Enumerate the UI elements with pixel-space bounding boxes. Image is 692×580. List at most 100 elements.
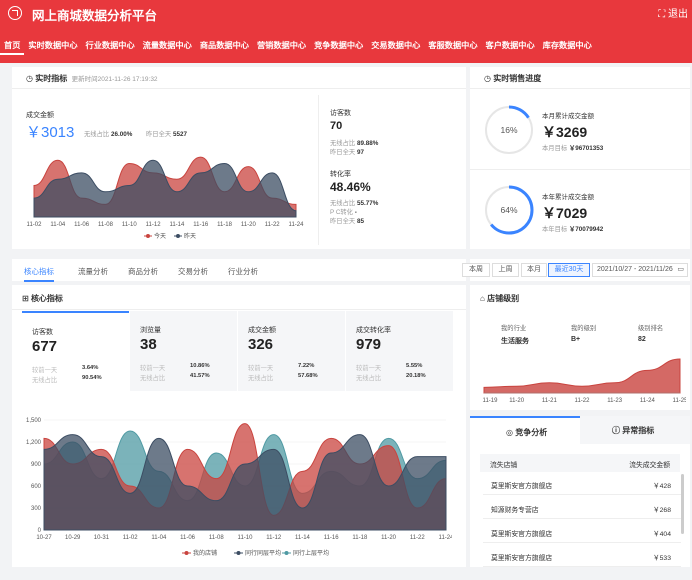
nav-item[interactable]: 竞争数据中心 [314,41,364,50]
kpi-sub-value: 5.55% [406,363,423,369]
logo-icon [8,6,22,20]
legend-dot [176,234,180,238]
month-pct: 16% [500,125,517,135]
rank-chart: 11-19 11-20 11-21 11-22 11-23 11-24 11-25 [483,358,686,404]
period-button[interactable]: 本月 [521,263,547,277]
conv-wireless: 无线占比 55.77% [330,200,379,207]
top-nav: 首页 实时数据中心 行业数据中心 流量数据中心 商品数据中心 营销数据中心 竞争数据中心 交易… [0,37,596,55]
sales-wireless: 无线占比 26.00% [84,131,133,138]
nav-item[interactable]: 行业数据中心 [85,41,135,50]
legend-label: 今天 [154,232,166,240]
nav-item[interactable]: 交易数据中心 [371,41,421,50]
shop-name: 莫里斯安官方旗舰店 [491,555,553,562]
kpi-sub-label: 无线占比 [140,375,166,382]
x-tick-label: 11-23 [607,398,623,404]
kpi-label: 浏览量 [140,327,161,334]
calendar-icon: ▭ [677,266,684,273]
conv-value: 48.46% [330,180,371,194]
x-tick-label: 11-04 [50,222,66,228]
x-tick-label: 10-31 [94,535,110,541]
kpi-sub-value: 90.54% [82,375,102,381]
x-tick-label: 11-04 [151,535,167,541]
x-tick-label: 11-19 [483,398,499,404]
kpi-sub-value: 57.68% [298,373,318,379]
nav-item[interactable]: 库存数据中心 [542,41,592,50]
shop-name: 知源财务专营店 [491,507,539,514]
nav-item[interactable]: 商品数据中心 [199,41,249,50]
legend-label: 昨天 [184,232,196,240]
visitors-value: 70 [330,120,343,132]
nav-item[interactable]: 首页 [0,37,25,55]
x-tick-label: 11-18 [352,535,368,541]
kpi-card[interactable]: 浏览量 38 较前一天 10.86% 无线占比 41.57% [130,311,237,391]
period-button[interactable]: 本周 [462,263,490,277]
y-tick-label: 900 [31,462,42,468]
kpi-card[interactable]: 访客数 677 较前一天 3.64% 无线占比 90.54% [22,311,129,391]
rank-card: ⌂ 店铺级别 我的行业 生活服务 我的级别 B+ 级别排名 82 11-19 11… [470,285,690,410]
x-tick-label: 11-06 [180,535,196,541]
kpi-card[interactable]: 成交金额 326 较前一天 7.22% 无线占比 57.68% [238,311,345,391]
progress-card: ◷ 实时销售进度 16% 本月累计成交金额 ￥3269 本月目标 ￥967013… [470,67,690,249]
x-tick-label: 11-21 [542,398,558,404]
nav-item[interactable]: 客户数据中心 [485,41,535,50]
analysis-tab[interactable]: 核心指标 [24,266,54,282]
table-row[interactable]: 知源财务专营店 ￥268 [483,497,681,519]
table-header: 流失店铺 流失成交金额 [480,454,680,472]
level-value: B+ [571,336,581,343]
y-tick-label: 300 [31,506,42,512]
x-tick-label: 11-20 [509,398,525,404]
kpi-value: 326 [248,336,274,353]
table-row[interactable]: 莫里斯安官方旗舰店 ￥533 [483,545,681,567]
legend-label: 同行上层平均 [293,549,329,557]
kpi-sub-label: 较前一天 [140,365,166,372]
kpi-sub-label: 较前一天 [356,365,382,372]
date-range-picker[interactable]: 2021/10/27 - 2021/11/26 ▭ [592,263,688,277]
nav-item[interactable]: 营销数据中心 [256,41,307,50]
kpi-sub-label: 较前一天 [248,365,274,372]
visitors-wireless: 无线占比 89.88% [330,140,379,147]
table-row[interactable]: 莫里斯安官方旗舰店 ￥428 [483,473,681,495]
period-button[interactable]: 上周 [492,263,519,277]
x-tick-label: 11-18 [217,222,233,228]
analysis-tab[interactable]: 商品分析 [128,267,158,276]
y-tick-label: 600 [31,484,42,490]
lost-amount: ￥533 [652,555,671,562]
sales-value: ￥3013 [26,124,75,141]
kpi-card[interactable]: 成交转化率 979 较前一天 5.55% 无线占比 20.18% [346,311,453,391]
lost-amount: ￥268 [652,507,671,514]
kpi-value: 979 [356,336,382,353]
analysis-tab[interactable]: 流量分析 [78,267,108,276]
year-ring: 64% [484,185,534,235]
nav-item[interactable]: 客服数据中心 [428,41,478,50]
x-tick-label: 11-08 [209,535,225,541]
period-button[interactable]: 最近30天 [548,263,590,277]
nav-item[interactable]: 实时数据中心 [28,41,78,50]
x-tick-label: 11-10 [238,535,254,541]
year-value: ￥7029 [542,205,588,221]
analysis-tab[interactable]: 交易分析 [178,267,208,276]
kpi-sub-value: 7.22% [298,363,315,369]
nav-item[interactable]: 流量数据中心 [142,41,192,50]
analysis-tab[interactable]: 行业分析 [228,267,258,276]
legend-dot [184,551,189,555]
core-title: 核心指标 [30,294,63,303]
table-row[interactable]: 莫里斯安官方旗舰店 ￥404 [483,521,681,543]
legend-dot [146,234,150,238]
x-tick-label: 11-02 [123,535,139,541]
app-title: 网上商城数据分析平台 [32,9,158,23]
tab-anomaly[interactable]: ⓘ 异常指标 [580,416,690,444]
x-tick-label: 11-02 [27,222,43,228]
year-label: 本年累计成交金额 [542,194,594,201]
x-tick-label: 11-20 [241,222,257,228]
shop-name: 莫里斯安官方旗舰店 [491,483,553,490]
fullscreen-button[interactable]: ⛶ 退出 [658,5,688,20]
year-target: ￥70079942 [568,226,604,233]
update-time: 更新时间2021-11-26 17:19:32 [71,76,158,83]
month-value: ￥3269 [542,124,588,140]
tab-compete[interactable]: ◎ 竞争分析 [470,416,580,444]
kpi-sub-value: 3.64% [82,365,99,371]
year-pct: 64% [500,205,517,215]
target-icon: ◎ [506,428,513,437]
kpi-label: 成交金额 [248,327,276,334]
table-scrollbar[interactable] [681,474,684,534]
